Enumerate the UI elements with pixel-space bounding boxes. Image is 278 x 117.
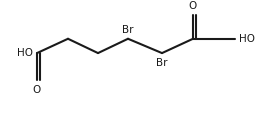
Text: O: O: [189, 1, 197, 11]
Text: HO: HO: [17, 48, 33, 58]
Text: O: O: [33, 85, 41, 95]
Text: Br: Br: [122, 25, 134, 35]
Text: Br: Br: [156, 58, 168, 68]
Text: HO: HO: [239, 34, 255, 44]
